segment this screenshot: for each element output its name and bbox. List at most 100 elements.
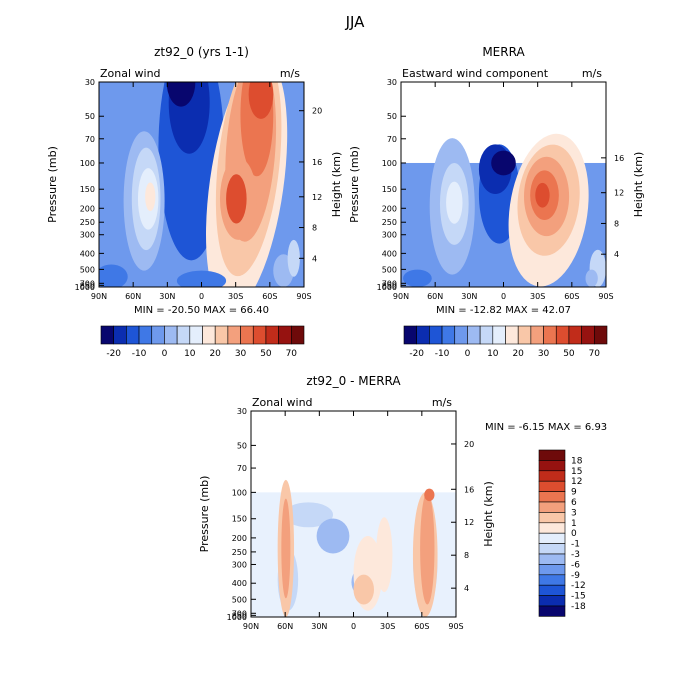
panel-title: zt92_0 (yrs 1-1) <box>154 45 249 59</box>
colorbar-label: -20 <box>106 349 121 359</box>
zonal-contour <box>145 182 156 212</box>
colorbar-label: 10 <box>487 349 499 359</box>
colorbar-swatch <box>538 584 566 596</box>
y-tick-label: 200 <box>80 204 95 213</box>
y2-axis-label: Height (km) <box>330 152 343 218</box>
colorbar-label: -6 <box>571 560 580 570</box>
x-tick-label: 0 <box>501 292 506 301</box>
y-axis-label: Pressure (mb) <box>348 146 361 223</box>
colorbar-swatch <box>492 325 506 345</box>
y-axis-label: Pressure (mb) <box>46 146 59 223</box>
x-tick-label: 90S <box>448 622 463 631</box>
colorbar-label: 18 <box>571 456 583 466</box>
colorbar-label: 30 <box>235 349 247 359</box>
difference-contour <box>353 574 374 605</box>
colorbar-swatch <box>441 325 456 345</box>
y-tick-label: 250 <box>382 218 397 227</box>
eastward-contour <box>491 150 516 176</box>
y-tick-label: 300 <box>382 231 397 240</box>
y-tick-label: 150 <box>382 185 397 194</box>
x-tick-label: 30S <box>530 292 545 301</box>
colorbar-2: -20 -10 0 10 20 30 50 70 <box>403 325 608 359</box>
y-tick-label: 500 <box>382 265 397 274</box>
colorbar-swatch <box>138 325 153 345</box>
color-field <box>251 479 456 617</box>
zonal-contour <box>176 270 227 287</box>
x-tick-label: 90N <box>393 292 409 301</box>
y2-tick-label: 16 <box>464 485 474 494</box>
colorbar-swatch <box>252 325 267 345</box>
x-tick-label: 90N <box>243 622 259 631</box>
y-tick-label: 300 <box>80 231 95 240</box>
y2-tick-label: 8 <box>614 219 619 228</box>
x-tick-label: 0 <box>199 292 204 301</box>
eastward-contour <box>585 269 598 287</box>
x-tick-label: 60N <box>277 622 293 631</box>
zonal-contour <box>226 174 247 224</box>
x-tick-label: 0 <box>351 622 356 631</box>
y2-tick-label: 16 <box>614 154 624 163</box>
y2-tick-label: 20 <box>312 107 322 116</box>
colorbar-swatch <box>517 325 532 345</box>
colorbar-swatch <box>568 325 582 345</box>
panel-subtitle: Zonal wind <box>252 396 313 409</box>
minmax-text: MIN = -12.82 MAX = 42.07 <box>436 305 571 316</box>
y-tick-label: 300 <box>232 560 247 569</box>
y-tick-label: 50 <box>237 441 247 450</box>
colorbar-swatch <box>538 543 566 555</box>
colorbar-label: 9 <box>571 488 577 498</box>
colorbar-swatch <box>538 522 566 534</box>
colorbar-label: 70 <box>286 349 298 359</box>
x-tick-label: 60S <box>262 292 277 301</box>
colorbar-label: 50 <box>563 349 575 359</box>
x-tick-label: 90S <box>598 292 613 301</box>
colorbar-label: 20 <box>209 349 221 359</box>
colorbar-swatch <box>538 553 566 565</box>
y-tick-label: 150 <box>232 515 247 524</box>
colorbar-swatch <box>240 325 254 345</box>
y-axis-label: Pressure (mb) <box>198 476 211 553</box>
colorbar-label: 0 <box>571 529 577 539</box>
x-tick-label: 30N <box>461 292 477 301</box>
difference-contour <box>281 498 291 599</box>
colorbar-swatch <box>581 325 595 345</box>
data-region <box>401 133 606 287</box>
panel-2: MERRA Eastward wind component m/s 90N 60N 30N… <box>348 45 645 316</box>
y-tick-label: 250 <box>232 548 247 557</box>
minmax-text: MIN = -20.50 MAX = 66.40 <box>134 305 269 316</box>
y-tick-label: 400 <box>80 249 95 258</box>
y-tick-label: 400 <box>382 249 397 258</box>
colorbar-label: -12 <box>571 581 586 591</box>
color-field <box>401 133 606 287</box>
colorbar-label: 0 <box>465 349 471 359</box>
colorbar-label: -3 <box>571 550 580 560</box>
colorbar-swatch <box>538 595 566 607</box>
zonal-contour <box>248 82 274 119</box>
y-tick-label: 850 <box>382 281 397 290</box>
y-tick-label: 50 <box>85 112 95 121</box>
colorbar-swatch <box>538 564 566 576</box>
colorbar-label: 3 <box>571 508 577 518</box>
y-tick-label: 70 <box>237 464 247 473</box>
colorbar-swatch <box>538 449 566 461</box>
y-tick-label: 30 <box>387 78 397 87</box>
colorbar-label: 15 <box>571 467 582 477</box>
y-tick-label: 400 <box>232 579 247 588</box>
colorbar-swatch <box>538 501 566 513</box>
panel-units: m/s <box>280 67 300 80</box>
x-tick-label: 30S <box>228 292 243 301</box>
colorbar-swatch <box>538 491 566 503</box>
colorbar-swatch <box>291 325 305 345</box>
panel-subtitle: Zonal wind <box>100 67 161 80</box>
y-tick-label: 200 <box>382 204 397 213</box>
difference-contour <box>316 518 350 554</box>
y-tick-label: 500 <box>232 595 247 604</box>
colorbar-1: -20 -10 0 10 20 30 50 70 <box>100 325 305 359</box>
colorbar-swatch <box>555 325 570 345</box>
colorbar-label: 70 <box>589 349 601 359</box>
y-tick-label: 250 <box>80 218 95 227</box>
colorbar-swatch <box>538 460 566 472</box>
y-tick-label: 1000 <box>227 613 247 622</box>
y-tick-label: 150 <box>80 185 95 194</box>
